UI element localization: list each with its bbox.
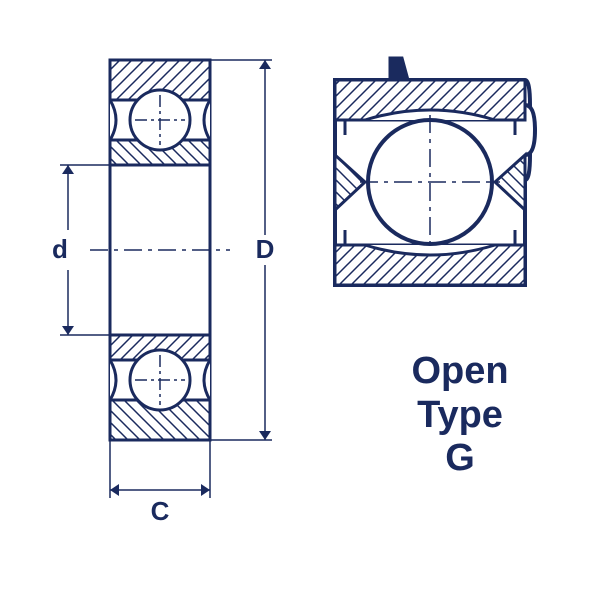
label-C: C bbox=[151, 496, 170, 526]
label-d: d bbox=[52, 234, 68, 264]
type-label-line1: Open bbox=[380, 350, 540, 394]
bearing-diagram: d D C bbox=[0, 0, 600, 600]
left-cross-section: d D C bbox=[52, 60, 274, 526]
type-label-line2: Type bbox=[380, 394, 540, 438]
label-D: D bbox=[256, 234, 275, 264]
right-detail-view bbox=[335, 58, 535, 285]
type-label-line3: G bbox=[380, 437, 540, 481]
type-label: Open Type G bbox=[380, 350, 540, 481]
